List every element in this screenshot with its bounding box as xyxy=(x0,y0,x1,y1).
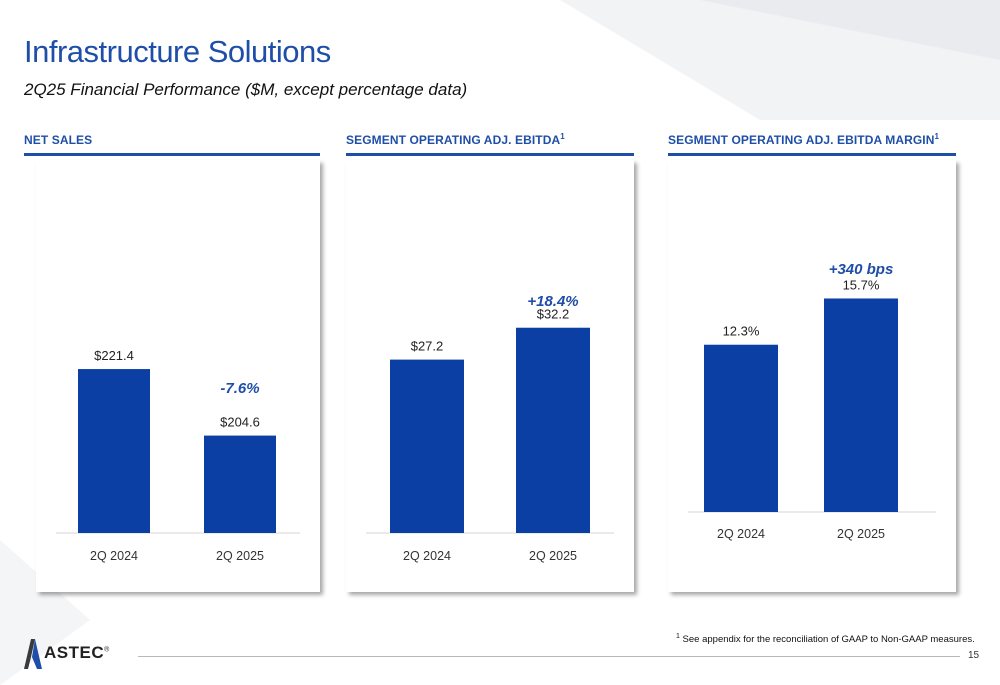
panel-header-ebitda-margin: SEGMENT OPERATING ADJ. EBITDA MARGIN1 xyxy=(668,132,956,156)
bar-value-label: $204.6 xyxy=(220,415,260,430)
bar-2q-2024 xyxy=(704,344,778,512)
panel-header-ebitda: SEGMENT OPERATING ADJ. EBITDA1 xyxy=(346,132,634,156)
logo-word: ASTEC xyxy=(44,643,105,662)
page-title: Infrastructure Solutions xyxy=(24,34,331,69)
panel-header-label: NET SALES xyxy=(24,133,93,147)
bar-value-label: 15.7% xyxy=(843,277,880,292)
astec-logo-icon xyxy=(24,639,42,669)
logo-text: ASTEC® xyxy=(44,643,110,663)
panel-header-net-sales: NET SALES xyxy=(24,132,320,156)
category-tick-label: 2Q 2025 xyxy=(216,549,264,563)
bar-2q-2025 xyxy=(204,435,276,533)
change-annotation: -7.6% xyxy=(220,380,259,397)
bar-value-label: $27.2 xyxy=(411,339,444,354)
ebitda-margin-chart: 12.3% 2Q 2024 15.7% 2Q 2025 +340 bps xyxy=(688,261,936,541)
category-tick-label: 2Q 2024 xyxy=(403,549,451,563)
bar-value-label: $221.4 xyxy=(94,348,134,363)
category-tick-label: 2Q 2025 xyxy=(529,549,577,563)
bar-2q-2025 xyxy=(516,327,590,533)
footnote-text: See appendix for the reconciliation of G… xyxy=(682,634,975,646)
category-tick-label: 2Q 2024 xyxy=(717,527,765,541)
net-sales-chart: $221.4 2Q 2024 $204.6 2Q 2025 -7.6% xyxy=(56,348,300,563)
change-annotation: +18.4% xyxy=(527,293,578,310)
panel-header-label: SEGMENT OPERATING ADJ. EBITDA xyxy=(346,133,561,147)
category-tick-label: 2Q 2024 xyxy=(90,549,138,563)
bar-value-label: 12.3% xyxy=(723,324,760,339)
panel-header-sup: 1 xyxy=(560,132,565,141)
page-subtitle: 2Q25 Financial Performance ($M, except p… xyxy=(24,80,468,99)
ebitda-margin-panel: 12.3% 2Q 2024 15.7% 2Q 2025 +340 bps xyxy=(668,160,956,592)
category-tick-label: 2Q 2025 xyxy=(837,527,885,541)
logo-registered-mark: ® xyxy=(104,646,110,654)
ebitda-chart: $27.2 2Q 2024 $32.2 2Q 2025 +18.4% xyxy=(366,293,614,563)
bar-value-label: $32.2 xyxy=(537,307,570,322)
footnote-marker: 1 xyxy=(676,633,680,640)
page-number: 15 xyxy=(968,650,980,661)
astec-logo: ASTEC® xyxy=(22,635,132,671)
bar-2q-2024 xyxy=(390,359,464,533)
panel-header-sup: 1 xyxy=(934,132,940,141)
bar-2q-2024 xyxy=(78,369,150,533)
change-annotation: +340 bps xyxy=(829,261,894,278)
panel-header-label: SEGMENT OPERATING ADJ. EBITDA MARGIN xyxy=(668,133,935,147)
ebitda-panel: $27.2 2Q 2024 $32.2 2Q 2025 +18.4% xyxy=(346,160,634,592)
net-sales-panel: $221.4 2Q 2024 $204.6 2Q 2025 -7.6% xyxy=(36,160,320,592)
footnote: 1 See appendix for the reconciliation of… xyxy=(676,633,975,645)
bar-2q-2025 xyxy=(824,298,898,512)
footer-divider xyxy=(138,656,960,657)
